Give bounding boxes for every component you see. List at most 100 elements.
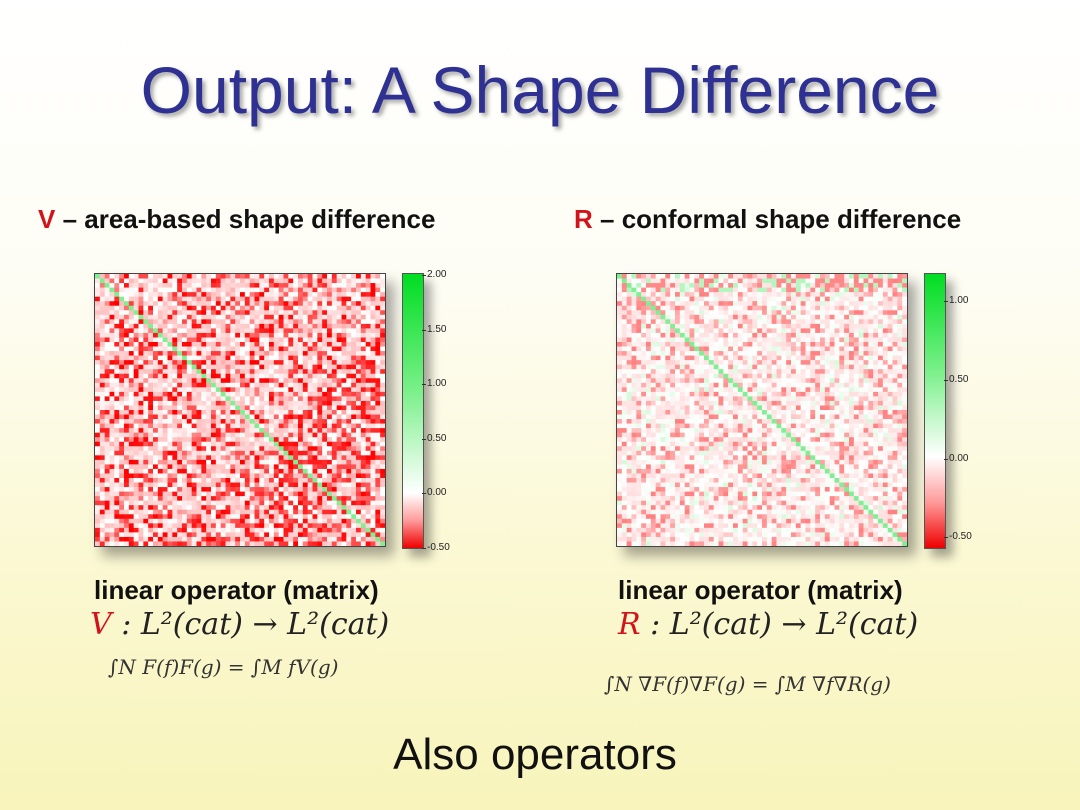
heatmap-cell [713,337,719,343]
heatmap-cell [786,364,792,370]
heatmap-cell [186,346,192,352]
heatmap-cell [317,518,323,524]
heatmap-cell [747,287,753,293]
heatmap-cell [365,301,371,307]
heatmap-cell [341,446,347,452]
heatmap-cell [380,296,385,302]
heatmap-cell [351,323,357,329]
heatmap-cell [298,346,304,352]
heatmap-cell [646,287,652,293]
heatmap-cell [733,342,739,347]
heatmap-cell [191,455,197,461]
heatmap-cell [191,491,197,497]
heatmap-cell [254,491,260,497]
heatmap-cell [834,301,840,307]
heatmap-cell [346,314,352,320]
heatmap-cell [206,364,212,370]
heatmap-cell [834,373,840,379]
heatmap-cell [182,527,188,533]
heatmap-cell [312,351,318,356]
heatmap-cell [646,355,652,361]
heatmap-cell [317,337,323,343]
heatmap-cell [201,274,207,279]
heatmap-cell [273,314,279,320]
heatmap-cell [626,342,632,347]
heatmap-cell [365,391,371,397]
heatmap-cell [331,473,337,479]
heatmap-cell [182,532,188,538]
heatmap-cell [882,314,888,320]
heatmap-cell [148,459,154,465]
heatmap-cell [684,274,690,279]
heatmap-cell [844,346,850,352]
heatmap-cell [892,305,898,311]
heatmap-cell [795,364,801,370]
heatmap-cell [341,382,347,388]
heatmap-cell [201,487,207,492]
heatmap-cell [298,287,304,293]
heatmap-cell [148,505,154,511]
heatmap-cell [114,482,120,488]
heatmap-cell [302,351,308,356]
heatmap-cell [177,369,183,375]
heatmap-cell [143,351,149,356]
heatmap-cell [114,518,120,524]
heatmap-cell [167,536,173,542]
heatmap-cell [249,473,255,479]
heatmap-cell [380,446,385,452]
heatmap-cell [356,437,362,443]
heatmap-cell [283,400,289,406]
heatmap-cell [99,378,105,384]
heatmap-cell [815,328,821,334]
heatmap-cell [109,387,115,393]
heatmap-cell [868,301,874,307]
heatmap-cell [172,278,178,284]
heatmap-cell [298,378,304,384]
heatmap-cell [206,505,212,511]
heatmap-cell [278,441,284,447]
heatmap-cell [380,450,385,456]
heatmap-cell [95,292,101,297]
heatmap-cell [153,464,159,470]
heatmap-cell [293,296,299,302]
heatmap-cell [196,532,202,538]
heatmap-cell [380,405,385,411]
heatmap-cell [215,382,221,388]
heatmap-cell [124,369,130,375]
heatmap-diagonal-cell [186,360,192,365]
heatmap-cell [346,455,352,461]
heatmap-cell [259,514,265,520]
heatmap-cell [356,500,362,506]
heatmap-cell [269,428,275,433]
heatmap-cell [167,482,173,488]
heatmap-cell [278,296,284,302]
heatmap-cell [380,351,385,356]
heatmap-cell [346,437,352,443]
heatmap-cell [351,509,357,515]
heatmap-cell [327,287,333,293]
heatmap-cell [810,337,816,343]
heatmap-cell [254,536,260,542]
heatmap-cell [853,305,859,311]
heatmap-cell [201,410,207,415]
heatmap-cell [360,536,366,542]
heatmap-cell [302,518,308,524]
heatmap-cell [215,482,221,488]
heatmap-cell [128,278,134,284]
heatmap-cell [182,482,188,488]
heatmap-cell [322,437,328,443]
heatmap-cell [307,482,313,488]
heatmap-cell [240,428,246,433]
heatmap-cell [109,518,115,524]
heatmap-cell [201,332,207,338]
heatmap-cell [99,274,105,279]
heatmap-cell [259,455,265,461]
heatmap-diagonal-cell [317,482,323,488]
heatmap-cell [375,514,381,520]
heatmap-cell [293,518,299,524]
heatmap-cell [162,441,168,447]
heatmap-cell [167,428,173,433]
heatmap-cell [128,423,134,429]
heatmap-cell [104,360,110,365]
heatmap-cell [829,355,835,361]
